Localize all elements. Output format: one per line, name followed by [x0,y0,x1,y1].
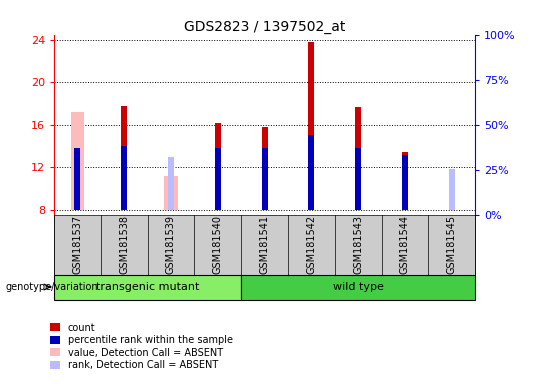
Text: GSM181539: GSM181539 [166,215,176,274]
Bar [261,127,268,210]
Text: GSM181543: GSM181543 [353,215,363,274]
Text: genotype/variation: genotype/variation [5,282,98,292]
Title: GDS2823 / 1397502_at: GDS2823 / 1397502_at [184,20,345,33]
Text: wild type: wild type [333,282,383,292]
Bar [308,42,314,210]
Bar [215,122,221,210]
Text: GSM181542: GSM181542 [306,215,316,274]
Bar [168,157,174,210]
Bar [308,136,314,210]
Text: GSM181545: GSM181545 [447,215,457,274]
Bar [355,148,361,210]
Text: transgenic mutant: transgenic mutant [96,282,199,292]
Bar [121,106,127,210]
Bar [215,148,221,210]
Text: GSM181544: GSM181544 [400,215,410,274]
Text: GSM181538: GSM181538 [119,215,129,274]
Text: GSM181541: GSM181541 [260,215,269,274]
Bar [165,176,178,210]
Bar [355,107,361,210]
Text: GSM181540: GSM181540 [213,215,223,274]
Bar [261,148,268,210]
Text: GSM181537: GSM181537 [72,215,83,274]
Legend: count, percentile rank within the sample, value, Detection Call = ABSENT, rank, : count, percentile rank within the sample… [50,323,233,370]
Bar [402,152,408,210]
Bar [75,148,80,210]
Bar [449,169,455,210]
Bar [402,154,408,210]
Bar [121,146,127,210]
Bar [71,112,84,210]
